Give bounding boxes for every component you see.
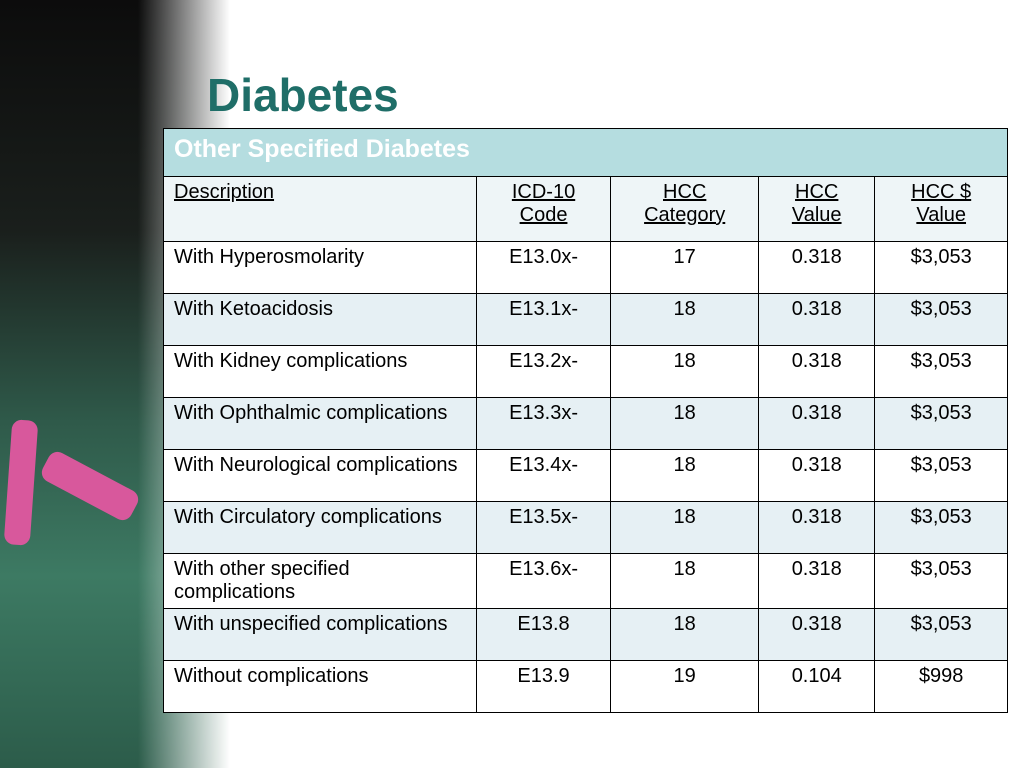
table-cell: E13.6x-: [475, 553, 612, 609]
table-cell: Without complications: [163, 660, 477, 713]
header-cell: HCC Category: [610, 176, 760, 242]
table-cell: 17: [610, 241, 760, 294]
table-cell: With Circulatory complications: [163, 501, 477, 554]
table-cell: With Kidney complications: [163, 345, 477, 398]
slide-title: Diabetes: [207, 69, 399, 121]
table-row: With Hyperosmolarity E13.0x- 17 0.318 $3,053: [163, 241, 1008, 294]
table-cell: E13.3x-: [475, 397, 612, 450]
header-cell: Description: [163, 176, 477, 242]
table-cell: 18: [610, 449, 760, 502]
table-cell: $3,053: [874, 397, 1008, 450]
table-cell: 0.104: [758, 660, 876, 713]
table-cell: E13.5x-: [475, 501, 612, 554]
table-cell: $3,053: [874, 553, 1008, 609]
table-row: With unspecified complications E13.8 18 0.3…: [163, 608, 1008, 661]
table-cell: $3,053: [874, 608, 1008, 661]
table-cell: $998: [874, 660, 1008, 713]
table-cell: 19: [610, 660, 760, 713]
header-cell: HCC Value: [758, 176, 876, 242]
table-cell: $3,053: [874, 241, 1008, 294]
table-row: With Circulatory complications E13.5x- 18 0…: [163, 501, 1008, 554]
table-cell: With Ketoacidosis: [163, 293, 477, 346]
chalk: [38, 448, 142, 524]
table-cell: 0.318: [758, 397, 876, 450]
table-row: With Ophthalmic complications E13.3x- 18 0.…: [163, 397, 1008, 450]
table-row: With Ketoacidosis E13.1x- 18 0.318 $3,053: [163, 293, 1008, 346]
table-cell: $3,053: [874, 449, 1008, 502]
table-cell: 0.318: [758, 501, 876, 554]
chalk: [3, 419, 39, 546]
header-row: Description ICD-10 Code HCC Category HCC Va…: [163, 176, 1008, 242]
data-table: Other Specified Diabetes Description ICD-1…: [163, 128, 1008, 713]
table-cell: E13.2x-: [475, 345, 612, 398]
table-cell: E13.4x-: [475, 449, 612, 502]
caption-row: Other Specified Diabetes: [163, 128, 1008, 177]
table-cell: 0.318: [758, 449, 876, 502]
table-row: With Neurological complications E13.4x- 18…: [163, 449, 1008, 502]
table-cell: $3,053: [874, 293, 1008, 346]
table-cell: 18: [610, 501, 760, 554]
table-cell: 18: [610, 608, 760, 661]
table-cell: With other specified complications: [163, 553, 477, 609]
table-cell: E13.1x-: [475, 293, 612, 346]
table-cell: 0.318: [758, 241, 876, 294]
table-cell: 18: [610, 553, 760, 609]
table-cell: With Ophthalmic complications: [163, 397, 477, 450]
table-row: With Kidney complications E13.2x- 18 0.318 $…: [163, 345, 1008, 398]
table-cell: E13.8: [475, 608, 612, 661]
table-cell: 18: [610, 397, 760, 450]
table-cell: With unspecified complications: [163, 608, 477, 661]
table-cell: $3,053: [874, 345, 1008, 398]
table-cell: 18: [610, 293, 760, 346]
table-cell: 18: [610, 345, 760, 398]
table-caption: Other Specified Diabetes: [163, 128, 1008, 177]
table-cell: With Hyperosmolarity: [163, 241, 477, 294]
table-cell: E13.0x-: [475, 241, 612, 294]
table-cell: 0.318: [758, 293, 876, 346]
table-cell: 0.318: [758, 553, 876, 609]
table-cell: E13.9: [475, 660, 612, 713]
table-cell: 0.318: [758, 345, 876, 398]
table-row: Without complications E13.9 19 0.104 $998: [163, 660, 1008, 713]
header-cell: HCC $ Value: [874, 176, 1008, 242]
table-cell: $3,053: [874, 501, 1008, 554]
header-cell: ICD-10 Code: [475, 176, 612, 242]
table-cell: With Neurological complications: [163, 449, 477, 502]
table-cell: 0.318: [758, 608, 876, 661]
table-row: With other specified complications E13.6x…: [163, 553, 1008, 609]
